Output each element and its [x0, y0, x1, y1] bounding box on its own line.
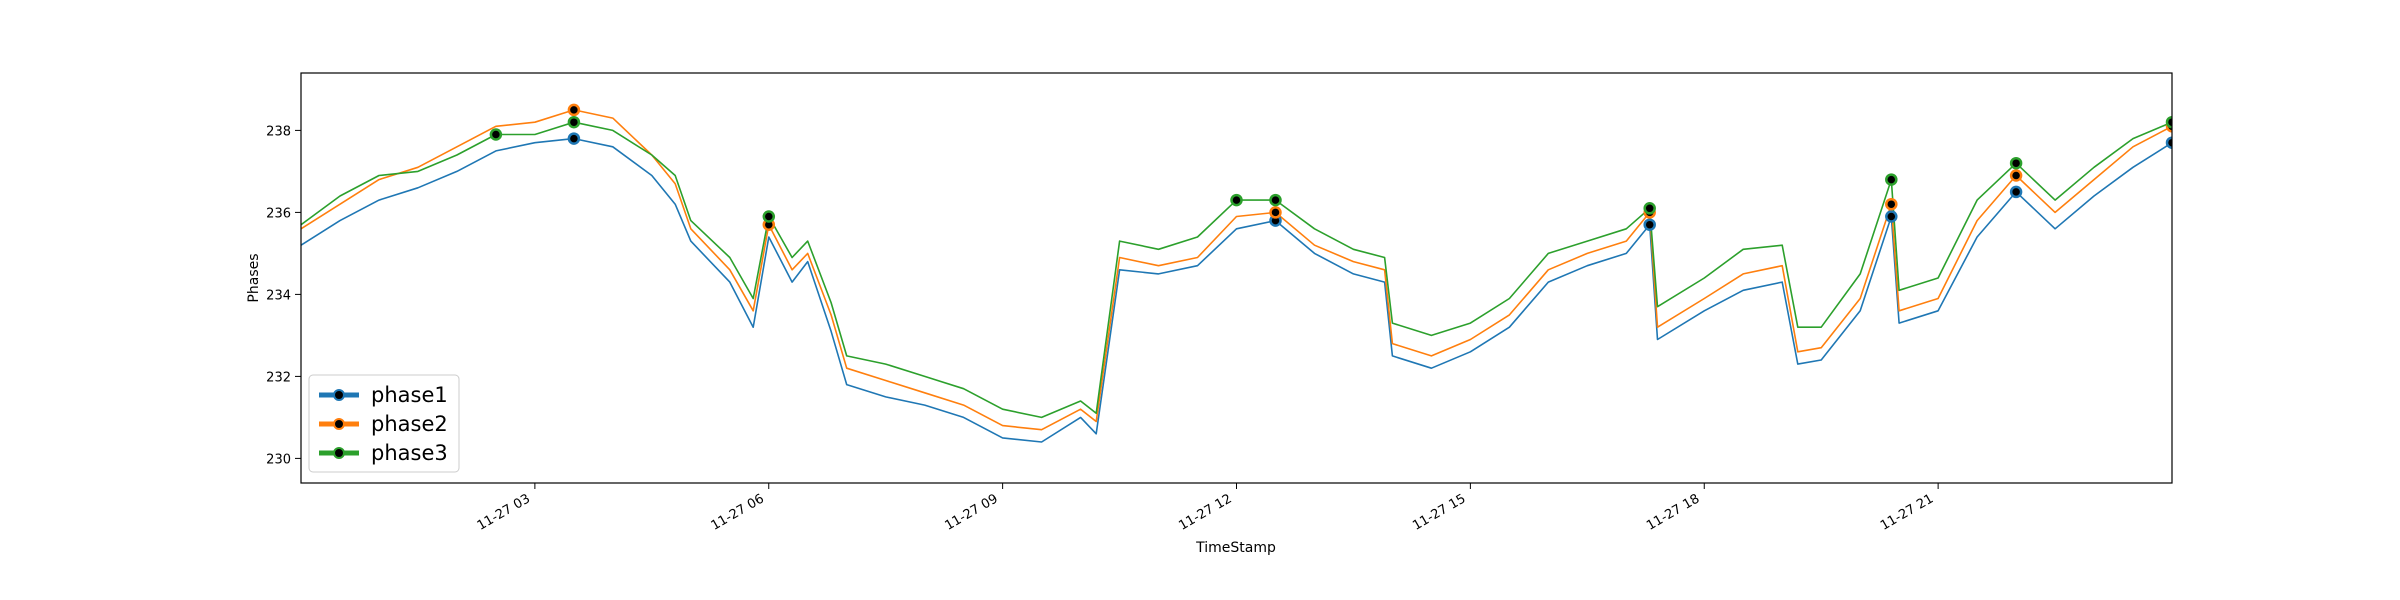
y-tick-label: 230	[266, 452, 291, 467]
series-marker-phase3	[1643, 202, 1656, 215]
series-marker-phase1	[567, 132, 581, 145]
series-marker-phase3	[762, 210, 776, 223]
series-marker-phase3	[2165, 115, 2172, 129]
series-marker-phase3	[567, 115, 581, 129]
series-marker-phase1	[1885, 210, 1898, 223]
legend-swatch-marker	[333, 447, 345, 459]
legend-label-phase2: phase2	[371, 412, 448, 436]
series-marker-phase3	[489, 128, 503, 141]
series-marker-phase1	[2165, 136, 2172, 149]
series-line-phase1	[301, 137, 2172, 443]
legend-swatch-marker	[333, 389, 345, 401]
legend-box	[308, 374, 460, 473]
series-marker-phase2	[567, 103, 581, 117]
series-marker-phase3	[2009, 156, 2023, 170]
y-axis-label: Phases	[246, 253, 262, 302]
legend-label-phase3: phase3	[371, 441, 448, 465]
series-marker-phase2	[1269, 206, 1282, 219]
y-tick-label: 232	[266, 370, 291, 385]
series-line-phase3	[301, 121, 2172, 419]
y-axis: 230 232 234 236 238	[266, 124, 301, 467]
legend-label-phase1: phase1	[371, 383, 448, 407]
y-tick-label: 238	[266, 124, 291, 139]
series-marker-phase2	[2009, 169, 2023, 182]
x-axis-label: TimeStamp	[1195, 540, 1276, 556]
series-marker-phase1	[1643, 218, 1656, 231]
series-marker-phase3	[1230, 193, 1243, 207]
legend-swatch-marker	[333, 418, 345, 430]
series-marker-phase3	[1885, 173, 1898, 186]
y-tick-label: 234	[266, 288, 291, 303]
series-marker-phase1	[2009, 185, 2023, 199]
series-line-phase2	[301, 109, 2172, 431]
legend: phase1 phase2 phase3	[308, 374, 460, 473]
series-marker-phase3	[1269, 193, 1282, 207]
y-tick-label: 236	[266, 206, 291, 221]
plot-area	[301, 103, 2172, 443]
series-marker-phase2	[1885, 197, 1898, 211]
